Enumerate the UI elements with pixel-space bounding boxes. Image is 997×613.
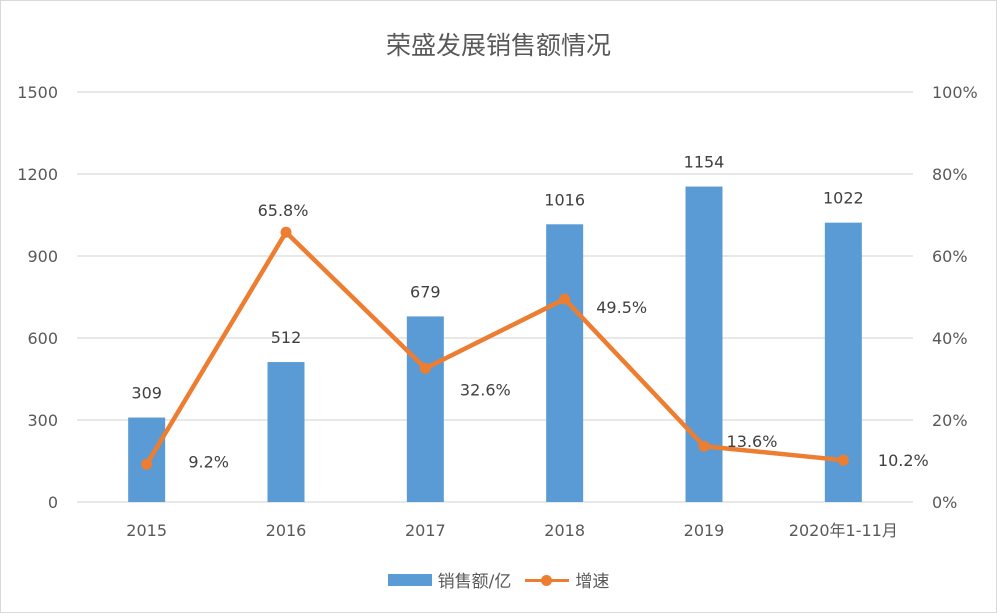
right-axis-tick: 40% xyxy=(932,329,968,348)
right-axis-tick: 80% xyxy=(932,165,968,184)
legend-item-growth[interactable]: 增速 xyxy=(525,567,609,592)
legend-item-sales[interactable]: 销售额/亿 xyxy=(387,567,512,592)
growth-value-label: 49.5% xyxy=(596,298,647,317)
x-axis-label: 2020年1-11月 xyxy=(789,521,898,540)
line-marker-swatch-icon xyxy=(525,573,570,587)
x-axis-label: 2017 xyxy=(405,521,446,540)
growth-line xyxy=(144,229,844,466)
bar-2018[interactable] xyxy=(546,224,584,502)
bar-value-label: 512 xyxy=(271,328,302,347)
left-axis-tick: 300 xyxy=(27,411,58,430)
chart-title: 荣盛发展销售额情况 xyxy=(385,31,611,60)
left-axis-tick: 0 xyxy=(48,493,58,512)
legend-label-growth: 增速 xyxy=(575,572,610,592)
right-axis-tick: 0% xyxy=(932,493,957,512)
bar-value-label: 1154 xyxy=(684,153,725,172)
right-axis-tick: 100% xyxy=(932,83,978,102)
left-axis-tick: 900 xyxy=(27,247,58,266)
left-axis-tick: 600 xyxy=(27,329,58,348)
growth-point[interactable] xyxy=(698,440,710,452)
growth-value-label: 10.2% xyxy=(878,451,929,470)
legend-label-sales: 销售额/亿 xyxy=(437,572,512,592)
growth-point[interactable] xyxy=(419,362,431,374)
growth-point[interactable] xyxy=(559,293,571,305)
bar-value-label: 1016 xyxy=(544,190,585,209)
bar-2016[interactable] xyxy=(267,362,305,502)
growth-point[interactable] xyxy=(141,458,153,470)
bar-2017[interactable] xyxy=(406,316,444,502)
growth-value-label: 32.6% xyxy=(460,380,511,399)
growth-value-label: 65.8% xyxy=(258,201,309,220)
growth-point[interactable] xyxy=(837,454,849,466)
x-axis-label: 2015 xyxy=(126,521,167,540)
right-axis-tick: 60% xyxy=(932,247,968,266)
growth-point[interactable] xyxy=(280,226,292,238)
growth-value-label: 9.2% xyxy=(188,452,229,471)
bar-value-label: 1022 xyxy=(823,189,864,208)
x-axis-label: 2019 xyxy=(684,521,725,540)
legend: 销售额/亿 增速 xyxy=(0,567,997,592)
bar-value-label: 309 xyxy=(131,384,162,403)
bar-swatch-icon xyxy=(387,573,432,586)
bar-2019[interactable] xyxy=(685,186,723,502)
growth-value-label: 13.6% xyxy=(727,432,778,451)
left-axis-tick: 1200 xyxy=(17,165,58,184)
x-axis-label: 2018 xyxy=(544,521,585,540)
bar-value-label: 679 xyxy=(410,282,441,301)
x-axis-label: 2016 xyxy=(266,521,307,540)
left-axis-tick: 1500 xyxy=(17,83,58,102)
right-axis-tick: 20% xyxy=(932,411,968,430)
